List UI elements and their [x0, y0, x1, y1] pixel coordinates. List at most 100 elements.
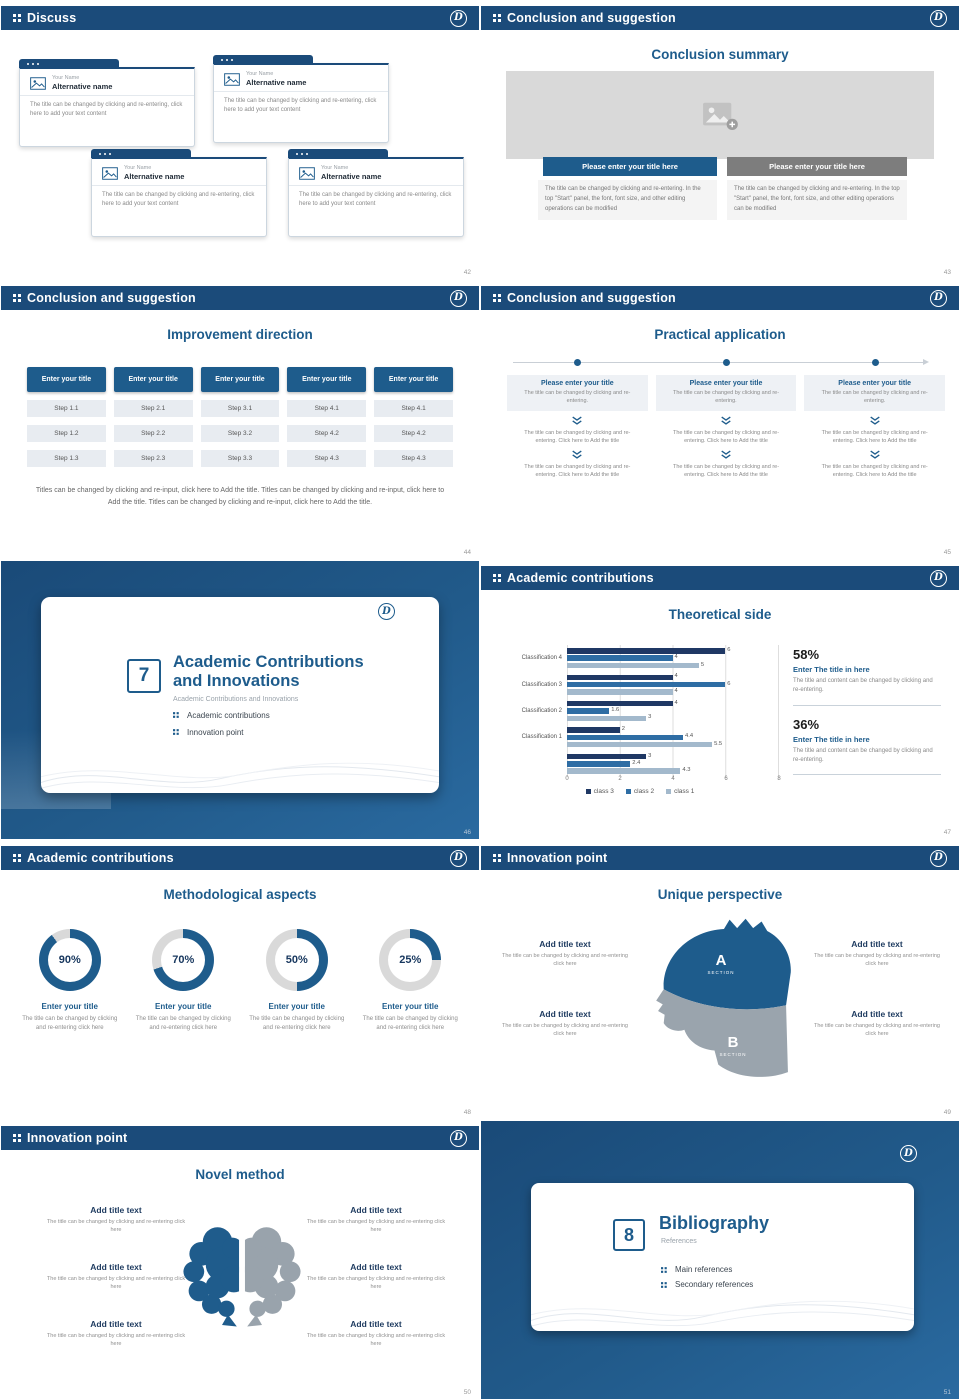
timeline-columns: Please enter your title The title can be…: [507, 375, 946, 480]
page-number: 45: [943, 549, 951, 556]
section-item-label: Academic contributions: [187, 710, 270, 720]
head-silhouette: A SECTION B SECTION: [643, 915, 803, 1105]
logo-letter: D: [934, 852, 943, 863]
timeline-dot: [574, 359, 581, 366]
section-number: 7: [127, 659, 161, 693]
university-logo: D: [930, 569, 947, 587]
step-text: The title can be changed by clicking and…: [524, 429, 631, 444]
stat-body: The title and content can be changed by …: [793, 747, 933, 763]
slide-header: Conclusion and suggestion D: [481, 286, 959, 310]
section-letter: B: [727, 1034, 739, 1051]
section-a-label: A SECTION: [701, 953, 741, 975]
card-body-text: The title can be changed by clicking and…: [224, 98, 377, 114]
box-title: Please enter your title: [540, 380, 614, 387]
slide-theoretical-side[interactable]: Academic contributions D Theoretical sid…: [480, 560, 960, 840]
double-chevron-down-icon: [572, 450, 583, 459]
section-title-line: Academic Contributions: [173, 653, 364, 671]
donut-body: The title can be changed by clicking and…: [135, 1016, 231, 1032]
slide-header: Innovation point D: [481, 846, 959, 870]
stat-percentage: 36%: [793, 716, 820, 732]
image-icon: [102, 166, 118, 180]
title-button[interactable]: Enter your title: [27, 367, 106, 392]
title-button[interactable]: Enter your title: [113, 367, 193, 392]
box-body: The title can be changed by clicking and…: [524, 390, 631, 405]
step-box: Step 1.1: [27, 400, 106, 417]
slide-methodological-aspects[interactable]: Academic contributions D Methodological …: [0, 840, 480, 1120]
wave-decoration: [531, 1300, 914, 1327]
title-button-secondary[interactable]: Please enter your title here: [727, 157, 907, 176]
step-box: Step 1.3: [27, 450, 106, 467]
double-chevron-down-icon: [721, 450, 731, 459]
annotation-body: The title can be changed by clicking and…: [502, 1023, 628, 1038]
section-word: SECTION: [707, 970, 735, 975]
grid-dots-icon: [13, 854, 21, 862]
donut-chart: 70%: [152, 929, 215, 991]
logo-letter: D: [454, 292, 463, 303]
slide-header: Academic contributions D: [481, 566, 959, 590]
title-button[interactable]: Enter your title: [287, 367, 367, 392]
section-subtitle: Academic Contributions and Innovations: [173, 695, 299, 703]
step-text: The title can be changed by clicking and…: [821, 429, 928, 444]
card-body-text: The title can be changed by clicking and…: [102, 192, 255, 208]
folder-tab: [91, 149, 191, 158]
grid-dots-icon: [173, 712, 179, 719]
slide-novel-method[interactable]: Innovation point D Novel method: [0, 1120, 480, 1400]
page-number: 42: [463, 269, 471, 276]
slide-title: Methodological aspects: [163, 887, 317, 902]
name-card: Your Name Alternative name The title can…: [213, 55, 389, 143]
image-icon: [30, 76, 46, 90]
stat-body: The title and content can be changed by …: [793, 678, 933, 694]
grid-dots-icon: [661, 1266, 667, 1273]
timeline-column: Please enter your title The title can be…: [655, 375, 797, 480]
brain-graphic-svg: [183, 1227, 301, 1327]
box-body: The title can be changed by clicking and…: [821, 390, 928, 405]
step-box: Step 2.2: [113, 425, 193, 442]
slide-discuss[interactable]: Discuss D Your Name Alternative name The…: [0, 0, 480, 280]
step-column: Enter your title Step 4.1 Step 4.2 Step …: [374, 367, 453, 467]
step-box: Step 4.3: [374, 450, 453, 467]
slide-header: Academic contributions D: [1, 846, 479, 870]
logo-letter: D: [934, 292, 943, 303]
slide-title: Improvement direction: [167, 327, 313, 342]
step-box: Step 3.2: [200, 425, 280, 442]
annotation-item: Add title text The title can be changed …: [499, 1009, 631, 1039]
image-placeholder-icon: [703, 102, 738, 131]
annotation-title: Add title text: [350, 1262, 402, 1272]
stat-percentage: 58%: [793, 647, 820, 662]
name-card: Your Name Alternative name The title can…: [288, 149, 464, 237]
slide-conclusion-summary[interactable]: Conclusion and suggestion D Conclusion s…: [480, 0, 960, 280]
bar-chart: Classification 4 6 4 5 Classification 3 4 6 4 Cl…: [501, 645, 779, 777]
card-head: Your Name Alternative name: [20, 69, 194, 96]
step-column: Enter your title Step 3.1 Step 3.2 Step …: [200, 367, 280, 467]
description-text: The title can be changed by clicking and…: [727, 180, 907, 220]
title-button-primary[interactable]: Please enter your title here: [543, 157, 717, 176]
university-logo: D: [450, 849, 467, 867]
title-button[interactable]: Enter your title: [200, 367, 280, 392]
annotation-title: Add title text: [350, 1319, 402, 1329]
step-box: Step 4.1: [374, 400, 453, 417]
slide-header-title: Discuss: [27, 11, 77, 25]
slide-improvement-direction[interactable]: Conclusion and suggestion D Improvement …: [0, 280, 480, 560]
grid-dots-icon: [493, 574, 501, 582]
section-item-label: Secondary references: [675, 1280, 754, 1289]
slide-practical-application[interactable]: Conclusion and suggestion D Practical ap…: [480, 280, 960, 560]
timeline-dot: [723, 359, 730, 366]
slide-section-8[interactable]: D 8 Bibliography References Main referen…: [480, 1120, 960, 1400]
stats-panel: 58% Enter The title in here The title an…: [793, 647, 941, 786]
section-card: D 7 Academic Contributions and Innovatio…: [41, 597, 439, 793]
card-head: Your Name Alternative name: [92, 159, 266, 186]
slide-title: Unique perspective: [657, 887, 783, 902]
page-number: 47: [943, 829, 951, 836]
title-button[interactable]: Enter your title: [374, 367, 453, 392]
grid-dots-icon: [493, 294, 501, 302]
slide-header-title: Conclusion and suggestion: [27, 291, 196, 305]
grid-dots-icon: [13, 1134, 21, 1142]
double-chevron-down-icon: [721, 416, 731, 425]
card-your-name: Your Name: [246, 71, 274, 77]
card-body-text: The title can be changed by clicking and…: [30, 102, 183, 118]
annotation-title: Add title text: [350, 1205, 402, 1215]
slide-section-7[interactable]: D 7 Academic Contributions and Innovatio…: [0, 560, 480, 840]
donut-title: Enter your title: [155, 1002, 212, 1011]
